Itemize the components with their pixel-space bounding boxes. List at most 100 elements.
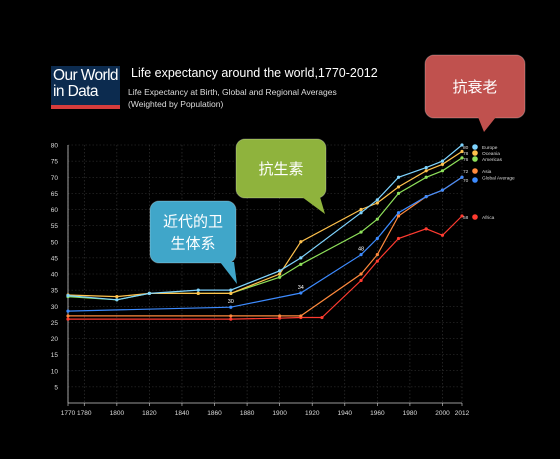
data-point-oceania (375, 201, 379, 205)
callout-hygiene-text: 近代的卫 (163, 212, 223, 230)
callout-hygiene-text: 生体系 (170, 234, 215, 252)
legend-dot-asia (472, 168, 478, 174)
annotation-label: 30 (228, 299, 234, 305)
x-tick-label: 1960 (370, 410, 385, 417)
axes: 5 10 15 20 25 30 35 40 45 50 55 60 65 70 75 80 1770 1780 1… (51, 143, 470, 418)
data-point-americas (424, 175, 428, 179)
x-tick-label: 1860 (207, 410, 222, 417)
data-point-global-average (440, 188, 445, 192)
data-point-europe (278, 269, 282, 273)
data-point-africa (66, 317, 70, 321)
x-tick-label: 1820 (142, 410, 157, 417)
y-tick-label: 45 (51, 255, 59, 262)
series-line-africa (68, 215, 463, 320)
callout-anti-aging-text: 抗衰老 (452, 78, 497, 96)
data-point-africa (278, 316, 282, 320)
chart-subtitle-note: (Weighted by Population) (128, 99, 224, 109)
data-point-global-average (460, 175, 464, 179)
data-point-europe (440, 159, 445, 163)
x-tick-label: 1780 (77, 410, 92, 417)
data-point-africa (359, 278, 363, 283)
legend-dot-global-average (472, 177, 478, 183)
data-point-americas (460, 156, 464, 160)
legend-name-oceania: Oceania (482, 151, 500, 157)
data-point-global-average (229, 305, 233, 309)
data-point-europe (196, 288, 200, 292)
data-point-global-average (299, 291, 303, 295)
data-point-global-average (396, 211, 401, 215)
data-point-europe (147, 291, 152, 295)
chart-subtitle: Life Expectancy at Birth, Global and Reg… (128, 87, 337, 97)
end-labels: 30 34 48 80 Europe 78 Oceania 76 Americas 72 Asia 7… (228, 144, 515, 305)
x-tick-label: 2000 (435, 410, 450, 417)
data-point-africa (320, 315, 324, 320)
y-tick-label: 25 (51, 320, 59, 327)
data-point-global-average (359, 253, 363, 257)
data-point-americas (396, 191, 401, 195)
data-point-africa (229, 317, 233, 321)
data-point-asia (229, 314, 233, 318)
data-point-americas (299, 262, 303, 266)
logo-accent-bar (51, 105, 120, 109)
data-point-europe (66, 294, 70, 298)
data-point-africa (440, 233, 445, 237)
x-tick-label: 1940 (338, 410, 353, 417)
logo-line2: in Data (53, 83, 99, 100)
y-tick-label: 80 (51, 143, 59, 150)
callout-antibiotics-box (235, 138, 327, 199)
data-point-oceania (196, 291, 200, 295)
data-point-africa (424, 227, 428, 231)
data-point-global-average (66, 309, 70, 313)
end-value-global-average: 70 (463, 178, 469, 184)
legend-name-africa: Africa (482, 215, 495, 221)
y-tick-label: 20 (51, 336, 59, 343)
legend-dot-americas (472, 156, 478, 162)
callout-antibiotics-text: 抗生素 (258, 160, 303, 178)
data-point-americas (278, 275, 282, 279)
data-point-europe (115, 298, 119, 302)
data-point-europe (359, 211, 363, 215)
data-point-africa (396, 236, 401, 241)
y-tick-label: 75 (51, 159, 59, 166)
data-point-oceania (460, 149, 464, 154)
legend-name-americas: Americas (482, 157, 503, 163)
x-tick-label: 1980 (403, 410, 418, 417)
y-tick-label: 10 (51, 368, 59, 375)
data-point-oceania (115, 294, 119, 299)
end-value-asia: 72 (463, 169, 469, 175)
legend-dot-africa (472, 214, 478, 220)
y-tick-label: 30 (51, 304, 59, 311)
series-lines (66, 143, 464, 321)
data-point-asia (359, 272, 363, 276)
x-tick-label: 1880 (240, 410, 255, 417)
annotation-label: 34 (298, 285, 304, 291)
data-point-oceania (359, 207, 363, 212)
data-point-europe (299, 256, 303, 260)
data-point-oceania (229, 291, 233, 295)
callout-antibiotics-pointer (302, 197, 325, 214)
data-point-europe (460, 143, 464, 147)
data-point-europe (229, 288, 233, 292)
data-point-africa (375, 259, 379, 263)
x-tick-label: 1770 (61, 410, 76, 417)
data-point-europe (424, 165, 428, 170)
callout-hygiene-box (149, 200, 237, 264)
y-tick-label: 15 (51, 352, 59, 359)
y-tick-label: 65 (51, 191, 59, 198)
data-point-africa (460, 214, 464, 218)
data-point-americas (359, 230, 363, 234)
x-tick-label: 1920 (305, 410, 320, 417)
data-point-global-average (424, 195, 428, 199)
y-tick-label: 70 (51, 175, 59, 182)
data-point-europe (375, 198, 379, 202)
data-point-oceania (440, 162, 445, 166)
callout-antibiotics: 抗生素 (235, 138, 327, 214)
y-tick-label: 5 (54, 384, 58, 391)
data-point-asia (66, 314, 70, 318)
legend-name-europe: Europe (482, 145, 498, 151)
data-point-oceania (299, 240, 303, 244)
owid-logo: Our World in Data (51, 66, 120, 109)
